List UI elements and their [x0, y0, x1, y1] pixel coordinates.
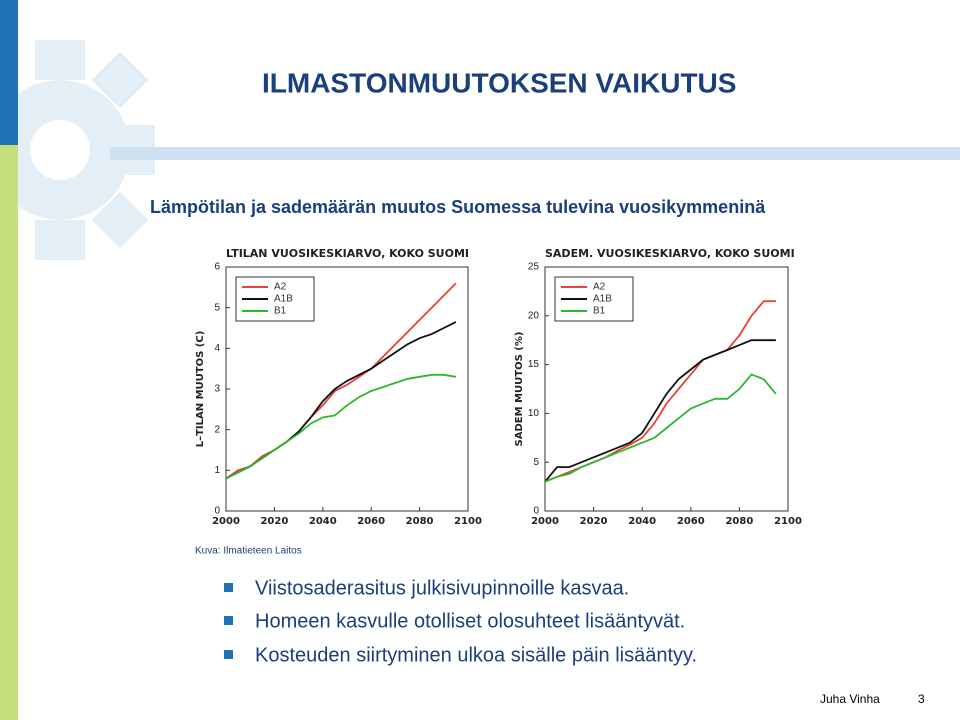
side-bar-green: [0, 145, 18, 720]
y-tick-label: 6: [214, 262, 220, 273]
y-tick-label: 1: [214, 465, 220, 476]
y-tick-label: 25: [528, 262, 540, 273]
x-tick-label: 2000: [531, 516, 559, 527]
x-tick-label: 2020: [260, 516, 288, 527]
legend-label: A2: [274, 282, 287, 293]
chart-title: LTILAN VUOSIKESKIARVO, KOKO SUOMI: [226, 247, 469, 260]
x-tick-label: 2020: [580, 516, 608, 527]
side-bar-blue: [0, 0, 18, 145]
x-tick-label: 2040: [309, 516, 337, 527]
x-tick-label: 2080: [725, 516, 753, 527]
x-tick-label: 2100: [454, 516, 482, 527]
legend-label: B1: [593, 306, 606, 317]
y-axis-label: SADEM MUUTOS (%): [514, 332, 525, 447]
plot-frame: [544, 266, 789, 512]
y-tick-label: 10: [528, 408, 540, 419]
footer-author: Juha Vinha: [820, 692, 880, 706]
x-tick-label: 2000: [212, 516, 240, 527]
chart-title: SADEM. VUOSIKESKIARVO, KOKO SUOMI: [545, 247, 795, 260]
y-tick-label: 2: [214, 424, 220, 435]
header-band: [110, 147, 960, 160]
y-tick-label: 0: [533, 506, 539, 517]
legend-label: A1B: [593, 294, 612, 305]
data-line: [544, 373, 777, 483]
bullet: Viistosaderasitus julkisivupinnoille kas…: [255, 577, 629, 599]
x-tick-label: 2060: [677, 516, 705, 527]
y-tick-label: 20: [528, 310, 540, 321]
x-tick-label: 2100: [774, 516, 802, 527]
bullet-marker: [224, 583, 233, 592]
y-tick-label: 0: [214, 506, 220, 517]
legend-label: B1: [274, 306, 287, 317]
gear-hole: [30, 120, 90, 180]
page-number: 3: [918, 692, 925, 706]
source: Kuva: Ilmatieteen Laitos: [195, 546, 302, 557]
plot-frame: [225, 266, 469, 512]
slide-title: ILMASTONMUUTOKSEN VAIKUTUS: [262, 67, 736, 98]
y-tick-label: 5: [214, 302, 220, 313]
y-tick-label: 5: [533, 457, 539, 468]
y-tick-label: 4: [214, 343, 220, 354]
bullet: Kosteuden siirtyminen ulkoa sisälle päin…: [255, 644, 697, 666]
data-line: [544, 339, 776, 483]
subtitle: Lämpötilan ja sademäärän muutos Suomessa…: [150, 197, 766, 217]
x-tick-label: 2080: [406, 516, 434, 527]
y-tick-label: 15: [528, 359, 540, 370]
bullet-marker: [224, 616, 233, 625]
bullet: Homeen kasvulle otolliset olosuhteet lis…: [255, 610, 685, 632]
x-tick-label: 2060: [357, 516, 385, 527]
data-line: [225, 282, 457, 480]
bullet-marker: [224, 650, 233, 659]
y-tick-label: 3: [214, 384, 220, 395]
legend-label: A2: [593, 282, 606, 293]
legend-label: A1B: [274, 294, 293, 305]
x-tick-label: 2040: [628, 516, 656, 527]
y-axis-label: L–TILAN MUUTOS (C): [195, 331, 206, 448]
data-line: [225, 373, 457, 480]
